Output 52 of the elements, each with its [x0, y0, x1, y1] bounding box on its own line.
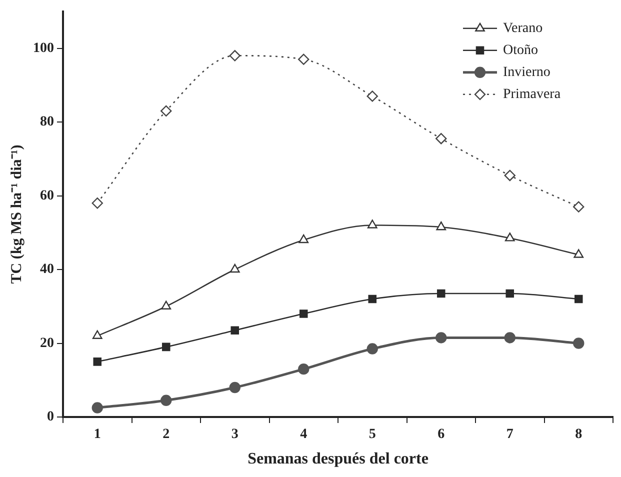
- y-tick-label: 0: [47, 410, 54, 425]
- point: [367, 220, 378, 228]
- y-axis-title: TC (kg MS ha⁻¹ dia⁻¹): [8, 144, 25, 284]
- x-tick-label: 7: [506, 427, 514, 442]
- point: [573, 338, 584, 349]
- point: [298, 54, 310, 65]
- point: [298, 234, 309, 244]
- y-tick-label: 60: [40, 188, 54, 204]
- point: [504, 332, 516, 344]
- x-tick-label: 3: [231, 427, 238, 442]
- point: [298, 363, 310, 375]
- point: [506, 289, 514, 298]
- x-tick-label: 8: [575, 427, 582, 442]
- point: [436, 332, 447, 344]
- legend-label: Invierno: [503, 65, 550, 80]
- legend-label: Verano: [503, 21, 543, 36]
- point: [229, 50, 240, 62]
- point: [92, 330, 102, 339]
- point: [230, 326, 240, 334]
- x-tick-label: 4: [300, 427, 308, 442]
- y-tick-label: 80: [40, 114, 54, 130]
- point: [436, 222, 446, 230]
- point: [368, 294, 377, 304]
- point: [574, 294, 583, 304]
- point: [366, 90, 378, 102]
- point: [160, 394, 172, 406]
- point: [92, 198, 103, 209]
- point: [436, 133, 447, 144]
- x-tick-label: 5: [368, 427, 376, 442]
- x-tick-label: 2: [162, 427, 170, 442]
- point: [162, 342, 170, 352]
- x-tick-label: 1: [94, 427, 101, 442]
- y-tick-label: 40: [40, 262, 54, 278]
- x-axis-title: Semanas después del corte: [248, 450, 428, 468]
- legend-label: Otoño: [503, 43, 538, 58]
- point: [229, 382, 240, 394]
- point: [573, 201, 584, 212]
- point: [230, 264, 240, 273]
- point: [92, 402, 103, 414]
- y-tick-label: 100: [33, 40, 54, 56]
- y-tick-label: 20: [40, 336, 54, 351]
- point: [299, 310, 308, 318]
- point: [504, 170, 516, 182]
- point: [93, 358, 102, 366]
- point: [504, 232, 515, 242]
- point: [574, 249, 584, 258]
- point: [161, 300, 172, 310]
- x-tick-label: 6: [438, 427, 445, 442]
- point: [160, 105, 172, 117]
- point: [366, 343, 378, 354]
- legend-label: Primavera: [503, 87, 562, 102]
- point: [436, 289, 446, 298]
